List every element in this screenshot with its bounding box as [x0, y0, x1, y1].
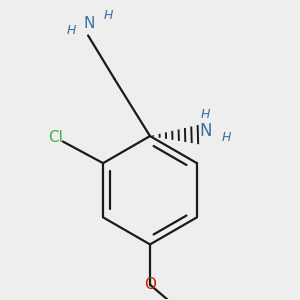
- Text: H: H: [222, 131, 231, 144]
- Text: H: H: [66, 24, 76, 37]
- Text: Cl: Cl: [48, 130, 62, 145]
- Text: H: H: [201, 108, 210, 121]
- Text: N: N: [84, 16, 95, 31]
- Text: H: H: [103, 9, 113, 22]
- Text: O: O: [144, 277, 156, 292]
- Text: N: N: [200, 122, 212, 140]
